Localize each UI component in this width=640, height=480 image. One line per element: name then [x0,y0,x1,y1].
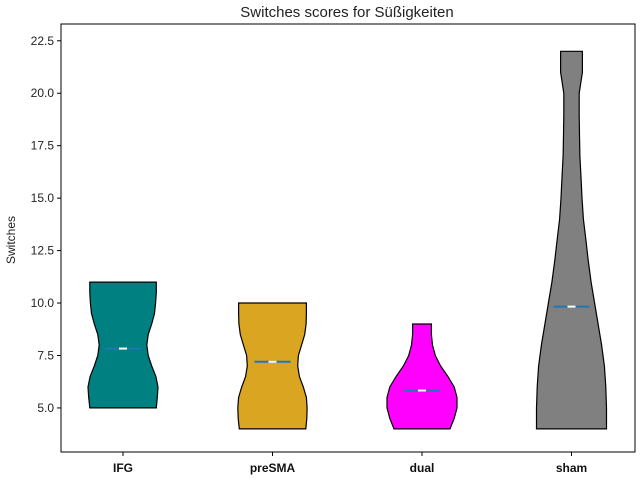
y-tick-label: 22.5 [31,34,55,48]
plot-frame [60,23,636,453]
violin-sham [535,50,608,430]
x-tick-label-preSMA: preSMA [250,461,296,475]
y-axis-label: Switches [4,216,18,264]
y-tick-label: 7.5 [37,348,54,362]
y-tick-label: 15.0 [31,191,55,205]
y-tick-label: 20.0 [31,86,55,100]
y-axis-ticks: 5.0 7.5 10.0 12.5 15.0 17.5 20.0 22.5 [31,34,61,415]
x-tick-label-dual: dual [410,461,435,475]
violin-dual [386,323,458,430]
violin-IFG [87,281,159,409]
y-tick-label: 10.0 [31,296,55,310]
y-tick-label: 12.5 [31,244,55,258]
y-tick-label: 17.5 [31,139,55,153]
x-tick-label-sham: sham [556,461,587,475]
violin-preSMA [237,302,308,430]
chart-title: Switches scores for Süßigkeiten [240,4,453,21]
violin-group [87,50,608,430]
x-tick-label-IFG: IFG [113,461,133,475]
x-axis-ticks: IFG preSMA dual sham [113,452,587,475]
y-tick-label: 5.0 [37,401,54,415]
